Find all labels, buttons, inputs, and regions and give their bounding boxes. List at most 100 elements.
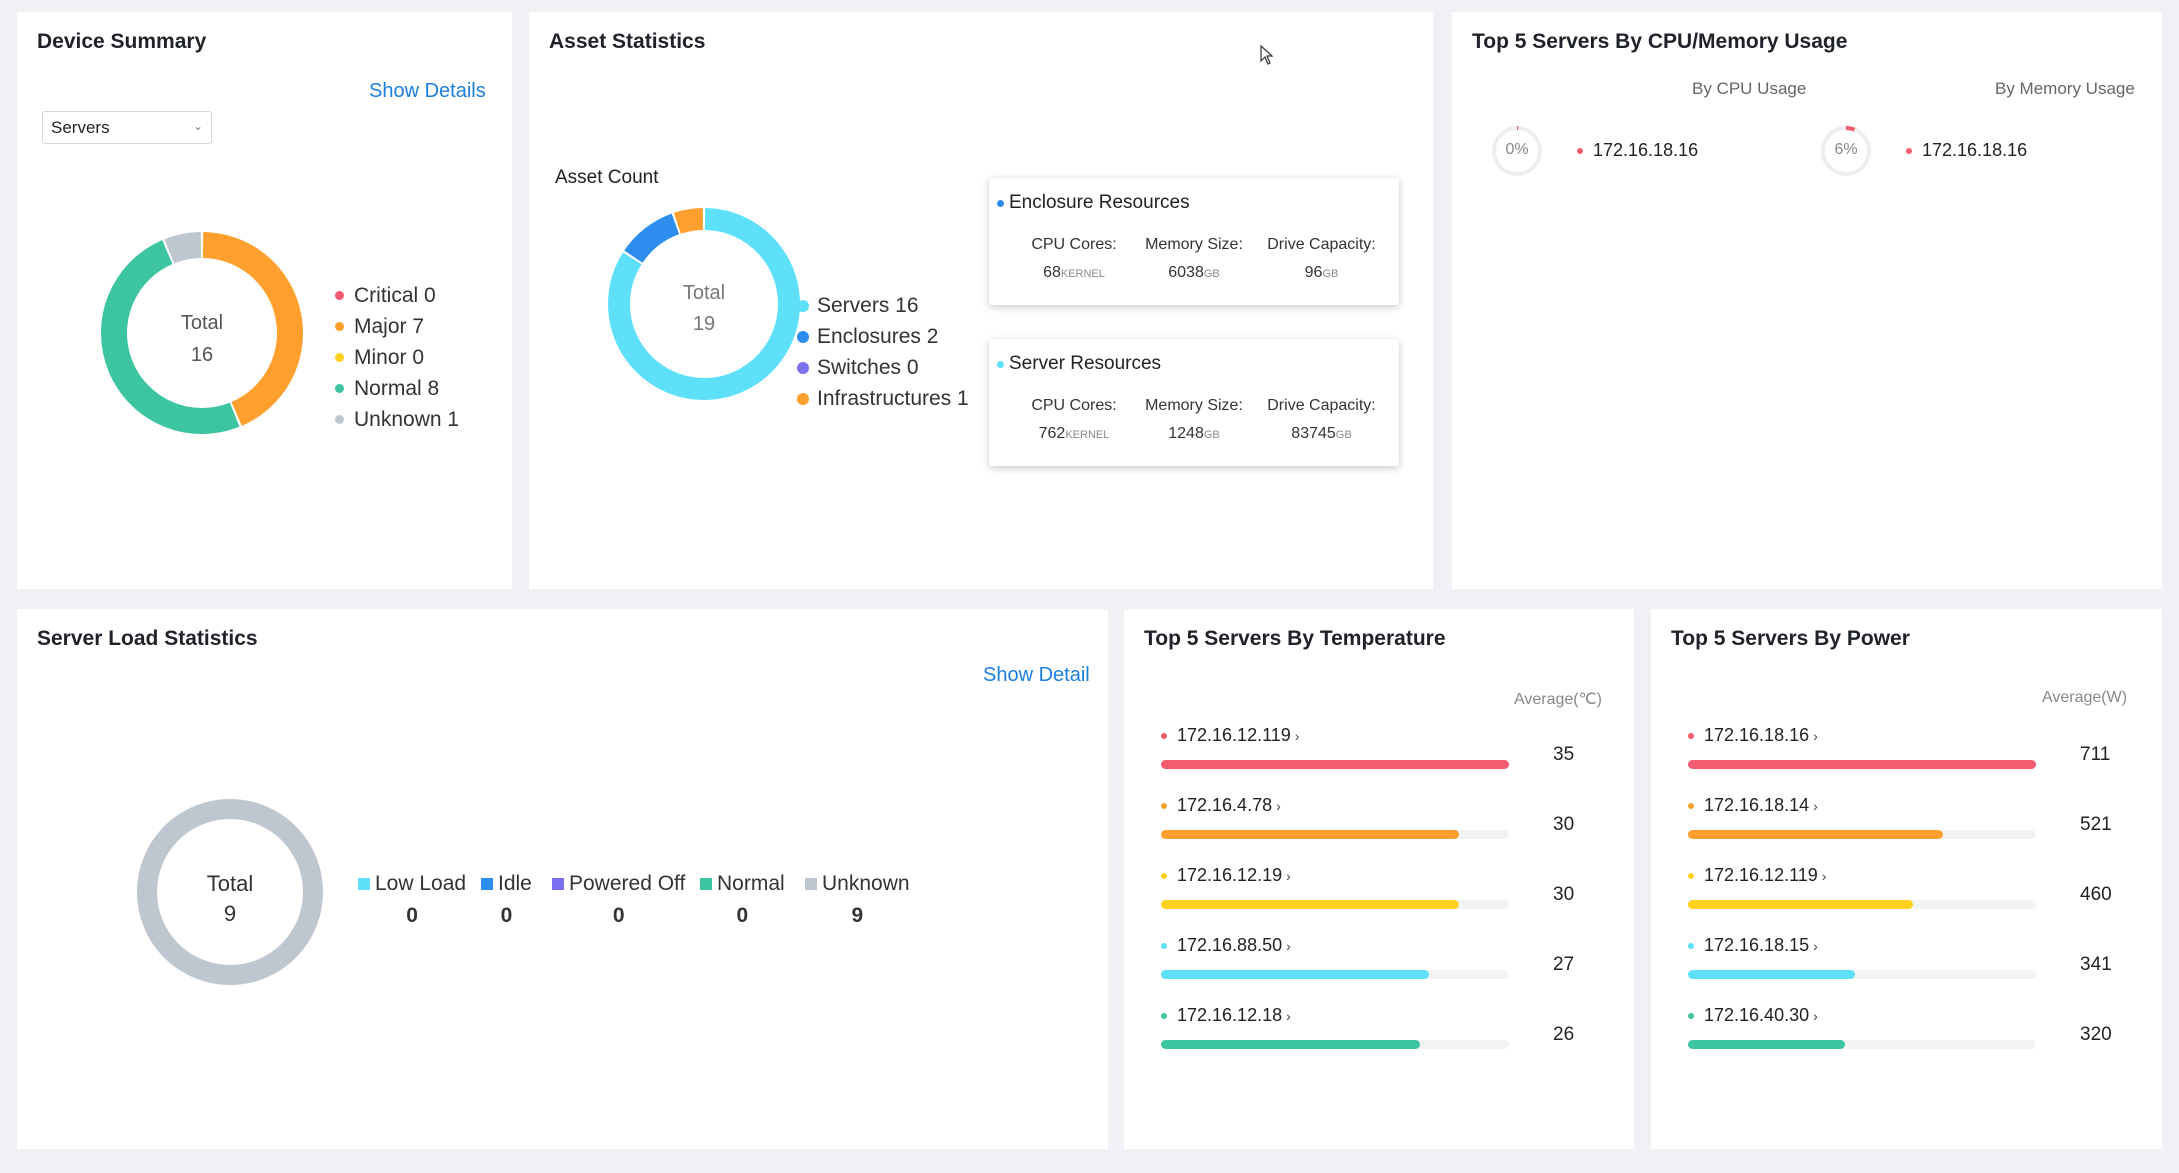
- device-legend-item[interactable]: Critical 0: [335, 280, 459, 311]
- power-server-link[interactable]: 172.16.18.16 ›: [1688, 725, 1818, 746]
- server-load-legend-item[interactable]: Unknown 9: [805, 872, 910, 928]
- enclosure-memory-unit: GB: [1203, 268, 1220, 280]
- show-detail-link[interactable]: Show Detail: [983, 664, 1090, 686]
- legend-dot: [335, 353, 344, 362]
- power-bar-fill: [1688, 760, 2036, 769]
- device-summary-donut: [101, 232, 303, 434]
- server-cpu-value: 762: [1038, 425, 1066, 442]
- power-bar-fill: [1688, 900, 1914, 909]
- server-dot: [1161, 802, 1167, 809]
- enclosure-drive-unit: GB: [1322, 268, 1339, 280]
- chevron-right-icon: ›: [1286, 1007, 1291, 1024]
- device-legend-item[interactable]: Unknown 1: [335, 404, 459, 435]
- chevron-down-icon: ⌄: [192, 119, 203, 133]
- server-drive: Drive Capacity: 83745GB: [1259, 397, 1384, 443]
- legend-label: Unknown: [822, 872, 910, 895]
- enclosure-cpu-unit: KERNEL: [1060, 268, 1105, 280]
- temperature-value: 30: [1553, 884, 1575, 905]
- chevron-right-icon: ›: [1813, 937, 1818, 954]
- temperature-server-link[interactable]: 172.16.12.119 ›: [1161, 725, 1299, 746]
- legend-count: 0: [612, 904, 625, 927]
- server-cpu-unit: KERNEL: [1065, 429, 1110, 441]
- asset-legend-item[interactable]: Enclosures 2: [797, 321, 969, 352]
- asset-count-label: Asset Count: [555, 167, 659, 188]
- chevron-right-icon: ›: [1813, 727, 1818, 744]
- server-dot: [1688, 802, 1694, 809]
- server-cpu: CPU Cores: 762KERNEL: [1024, 397, 1124, 443]
- device-summary-card: Device Summary Show Details Servers ⌄ To…: [17, 12, 512, 589]
- device-summary-title: Device Summary: [37, 30, 207, 53]
- server-dot: [1161, 732, 1167, 739]
- enclosure-resources-box: Enclosure Resources CPU Cores: 68KERNEL …: [989, 178, 1399, 305]
- legend-label: Servers 16: [817, 293, 919, 317]
- show-details-link[interactable]: Show Details: [369, 80, 486, 102]
- asset-statistics-legend: Servers 16 Enclosures 2 Switches 0 Infrastr…: [797, 290, 969, 414]
- legend-label: Major 7: [354, 314, 425, 338]
- power-server-link[interactable]: 172.16.40.30 ›: [1688, 1005, 1818, 1026]
- enclosure-cpu-value: 68: [1043, 264, 1061, 281]
- power-server-link[interactable]: 172.16.12.119 ›: [1688, 865, 1826, 886]
- server-ip: 172.16.40.30: [1704, 1005, 1810, 1025]
- server-memory-label: Memory Size:: [1145, 397, 1243, 414]
- power-value: 341: [2080, 954, 2112, 975]
- server-load-legend-item[interactable]: Low Load 0: [358, 872, 466, 928]
- temperature-server-link[interactable]: 172.16.12.18 ›: [1161, 1005, 1291, 1026]
- by-memory-usage-label: By Memory Usage: [1995, 79, 2135, 98]
- legend-square: [700, 878, 712, 890]
- legend-dot: [797, 392, 809, 405]
- asset-legend-item[interactable]: Servers 16: [797, 290, 969, 321]
- server-ip: 172.16.18.14: [1704, 795, 1810, 815]
- device-summary-segment-1: [101, 240, 240, 434]
- temperature-server-link[interactable]: 172.16.12.19 ›: [1161, 865, 1291, 886]
- temperature-value: 26: [1553, 1024, 1575, 1045]
- temperature-server-link[interactable]: 172.16.88.50 ›: [1161, 935, 1291, 956]
- server-resources-label: Server Resources: [1009, 353, 1162, 374]
- enclosure-cpu: CPU Cores: 68KERNEL: [1024, 236, 1124, 282]
- temperature-server-link[interactable]: 172.16.4.78 ›: [1161, 795, 1281, 816]
- top-cpu-memory-card: Top 5 Servers By CPU/Memory Usage By CPU…: [1452, 12, 2162, 589]
- legend-dot: [335, 291, 344, 300]
- cpu-usage-gauge: 0%: [1490, 124, 1544, 178]
- asset-statistics-segment-2: [673, 208, 704, 234]
- memory-top-server-ip[interactable]: 172.16.18.16: [1906, 140, 2027, 161]
- temperature-bar-fill: [1161, 830, 1460, 839]
- device-type-select[interactable]: Servers ⌄: [42, 111, 212, 144]
- legend-dot: [335, 322, 344, 331]
- device-legend-item[interactable]: Minor 0: [335, 342, 459, 373]
- asset-total-label: Total: [682, 282, 726, 304]
- chevron-right-icon: ›: [1286, 867, 1291, 884]
- device-summary-total-label: Total: [180, 312, 224, 334]
- asset-legend-item[interactable]: Infrastructures 1: [797, 383, 969, 414]
- cpu-server-dot: [1577, 147, 1583, 154]
- power-server-link[interactable]: 172.16.18.15 ›: [1688, 935, 1818, 956]
- power-server-link[interactable]: 172.16.18.14 ›: [1688, 795, 1818, 816]
- enclosure-drive-value: 96: [1304, 264, 1323, 281]
- legend-dot: [797, 299, 809, 312]
- device-legend-item[interactable]: Normal 8: [335, 373, 459, 404]
- temperature-bar-fill: [1161, 900, 1460, 909]
- legend-count: 9: [851, 904, 864, 927]
- power-value: 711: [2080, 744, 2111, 765]
- legend-dot: [335, 384, 344, 393]
- cpu-top-server-ip[interactable]: 172.16.18.16: [1577, 140, 1698, 161]
- memory-server-ip-text: 172.16.18.16: [1922, 140, 2028, 160]
- power-bar-track: [1688, 900, 2036, 909]
- mouse-cursor-icon: [1260, 45, 1274, 65]
- legend-label: Powered Off: [569, 872, 686, 895]
- temperature-bar-fill: [1161, 1040, 1420, 1049]
- server-load-legend-item[interactable]: Powered Off 0: [552, 872, 685, 928]
- asset-legend-item[interactable]: Switches 0: [797, 352, 969, 383]
- server-cpu-label: CPU Cores:: [1031, 397, 1117, 414]
- memory-server-dot: [1906, 147, 1912, 154]
- enclosure-memory-value: 6038: [1168, 264, 1204, 281]
- temperature-value: 27: [1553, 954, 1575, 975]
- server-dot: [1688, 942, 1694, 949]
- server-load-legend-item[interactable]: Idle 0: [481, 872, 532, 928]
- device-legend-item[interactable]: Major 7: [335, 311, 459, 342]
- server-memory-value: 1248: [1168, 425, 1204, 442]
- legend-square: [481, 878, 493, 890]
- legend-dot: [335, 415, 344, 424]
- server-ip: 172.16.4.78: [1177, 795, 1273, 815]
- server-load-legend-item[interactable]: Normal 0: [700, 872, 785, 928]
- legend-count: 0: [406, 904, 418, 927]
